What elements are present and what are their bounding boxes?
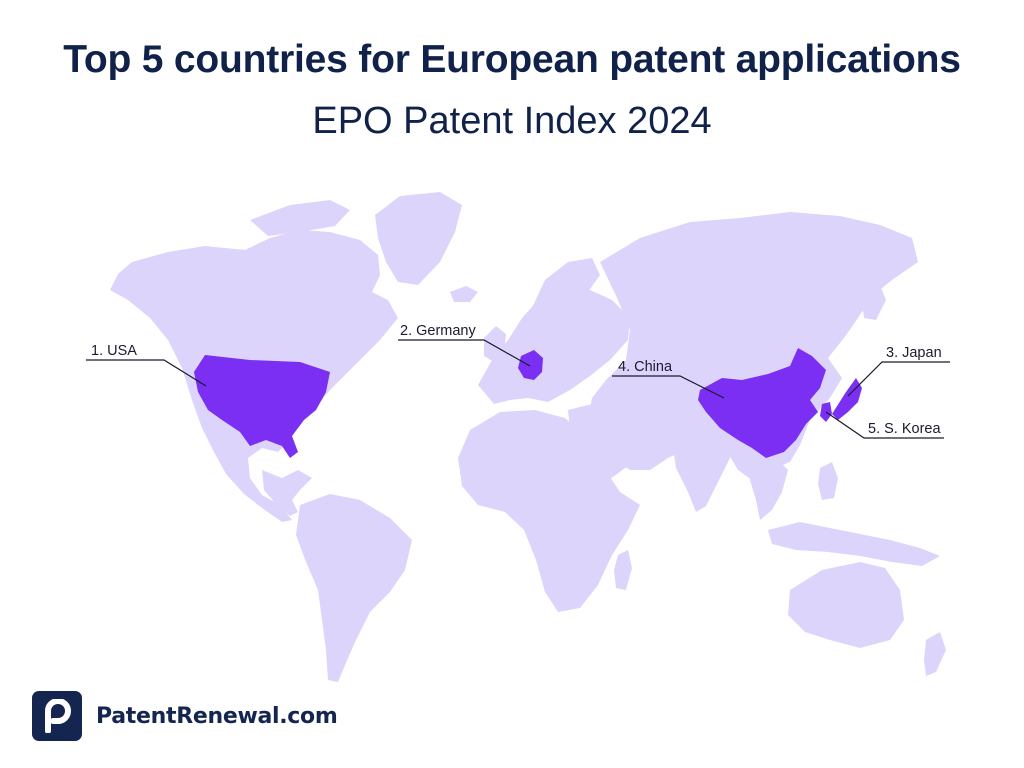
country-japan xyxy=(832,378,862,420)
kamchatka-landmass xyxy=(860,280,886,320)
label-china: 4. China xyxy=(618,359,673,375)
leader-line-korea xyxy=(825,411,944,439)
p-logo-icon xyxy=(32,691,82,741)
brand-name: PatentRenewal.com xyxy=(96,703,338,729)
asia-landmass xyxy=(588,212,918,480)
label-japan: 3. Japan xyxy=(886,345,942,361)
label-germany: 2. Germany xyxy=(400,323,476,339)
highlighted-countries xyxy=(194,348,862,458)
arctic-islands-landmass xyxy=(250,200,350,236)
indonesia-landmass xyxy=(768,522,940,566)
country-germany xyxy=(518,350,543,380)
philippines-landmass xyxy=(818,462,838,500)
madagascar-landmass xyxy=(614,550,632,590)
leader-line-china xyxy=(612,375,725,399)
country-usa xyxy=(194,355,330,458)
leader-line-usa xyxy=(86,359,207,387)
label-usa: 1. USA xyxy=(91,343,137,359)
page-title: Top 5 countries for European patent appl… xyxy=(63,38,961,81)
india-landmass xyxy=(672,430,730,512)
leader-line-germany xyxy=(398,339,531,367)
new-zealand-landmass xyxy=(924,632,946,676)
leader-line-japan xyxy=(847,361,950,397)
south-america-landmass xyxy=(296,494,412,682)
country-labels: 1. USA 2. Germany 3. Japan 4. China 5. S… xyxy=(91,323,942,437)
europe-landmass xyxy=(478,282,630,404)
country-china xyxy=(698,348,826,458)
leader-lines xyxy=(86,339,950,439)
brand-footer: PatentRenewal.com xyxy=(32,691,338,741)
scandinavia-landmass xyxy=(530,258,600,320)
label-korea: 5. S. Korea xyxy=(868,421,941,437)
greenland-landmass xyxy=(375,192,462,285)
southeast-asia-landmass xyxy=(750,456,788,520)
land-masses xyxy=(110,192,946,682)
page-subtitle: EPO Patent Index 2024 xyxy=(312,100,712,142)
british-isles-landmass xyxy=(484,326,506,362)
iceland-landmass xyxy=(450,286,478,302)
central-america-landmass xyxy=(262,470,312,516)
africa-landmass xyxy=(458,410,640,612)
australia-landmass xyxy=(788,562,904,648)
